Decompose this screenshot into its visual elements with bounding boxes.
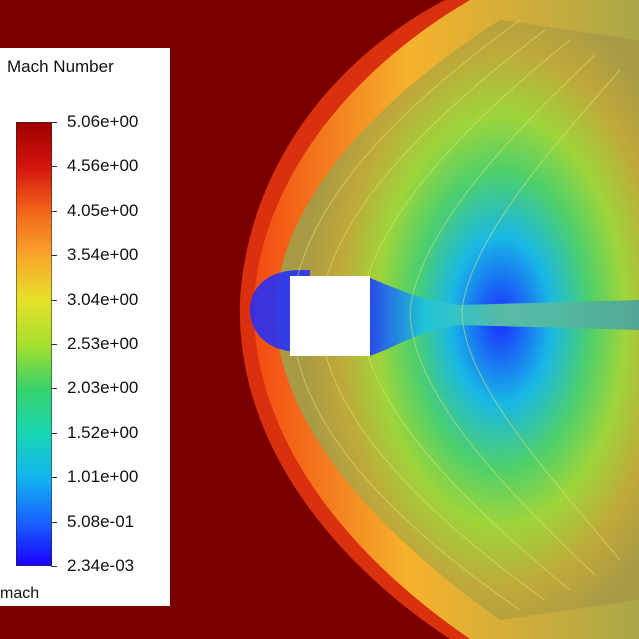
colorbar-tick-mark — [51, 210, 57, 212]
colorbar-tick-label: 5.06e+00 — [67, 112, 139, 131]
colorbar-tick-mark — [51, 166, 57, 168]
colorbar-tick-mark — [51, 299, 57, 301]
colorbar-tick-mark — [51, 344, 57, 345]
colorbar-tick-mark — [51, 566, 57, 567]
colorbar-tick-mark — [51, 255, 57, 257]
colorbar-tick-label: 2.34e-03 — [67, 556, 135, 575]
colorbar-tick-mark — [51, 477, 57, 479]
colorbar-tick-mark — [51, 388, 57, 390]
colorbar-tick-label: 1.52e+00 — [67, 422, 139, 442]
colorbar-tick-label: 1.01e+00 — [67, 467, 139, 487]
colorbar-tick-label: 2.53e+00 — [67, 334, 139, 353]
colorbar-tick-label: 4.05e+00 — [67, 200, 139, 220]
wake-region — [370, 278, 639, 356]
colorbar-tick-mark — [51, 432, 57, 434]
colorbar-tick-label: 3.54e+00 — [67, 245, 139, 265]
colorbar-tick-label: 3.04e+00 — [67, 289, 139, 309]
legend-variable-name: mach — [0, 585, 40, 602]
colorbar — [16, 122, 52, 566]
colorbar-tick-mark — [51, 521, 57, 523]
colorbar-tick-label: 4.56e+00 — [67, 156, 139, 176]
square-body — [290, 276, 370, 356]
colorbar-tick-mark — [51, 122, 57, 123]
colorbar-tick-label: 5.08e-01 — [67, 511, 135, 531]
colorbar-legend: Mach Number 5.06e+00 4.56e+ — [0, 48, 170, 606]
colorbar-tick-label: 2.03e+00 — [67, 378, 139, 398]
legend-title: Mach Number — [7, 57, 114, 76]
